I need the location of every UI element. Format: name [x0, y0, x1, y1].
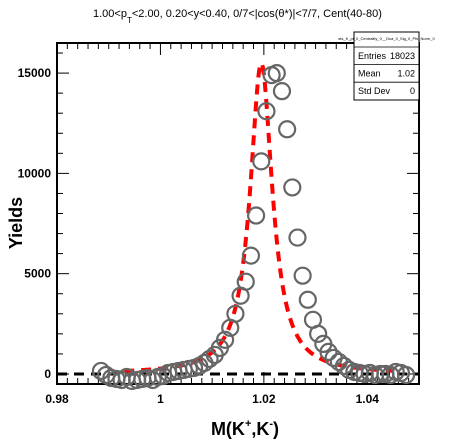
data-point: [300, 292, 316, 308]
stats-row-label: Std Dev: [358, 86, 391, 96]
data-point: [295, 268, 311, 284]
stats-box-title: sts_K_pt_0_Centrality_0__Dca_0_Sig_0_Phi…: [338, 36, 435, 41]
data-point: [269, 65, 285, 81]
x-axis-tick-labels: 0.98 1 1.02 1.04: [45, 392, 379, 406]
x-tick-label: 1: [157, 392, 164, 406]
stats-row-value: 18023: [390, 51, 415, 61]
x-tick-label: 1.04: [356, 392, 380, 406]
stats-row-label: Mean: [358, 69, 381, 79]
y-tick-label: 0: [44, 367, 51, 381]
stats-row-label: Entries: [358, 51, 387, 61]
data-point: [331, 354, 347, 370]
y-tick-label: 10000: [18, 166, 52, 180]
data-point: [284, 179, 300, 195]
stats-row-value: 1.02: [397, 69, 415, 79]
x-axis-title: M(K+,K-): [211, 418, 279, 439]
data-point: [253, 153, 269, 169]
data-point: [289, 230, 305, 246]
y-tick-label: 5000: [24, 267, 51, 281]
chart-title: 1.00<pT<2.00, 0.20<y<0.40, 0/7<|cos(θ*)|…: [93, 8, 382, 25]
data-points: [93, 65, 414, 389]
data-point: [310, 326, 326, 342]
data-point: [248, 208, 264, 224]
y-tick-label: 15000: [18, 66, 52, 80]
stats-row-value: 0: [410, 86, 415, 96]
data-point: [274, 83, 290, 99]
data-point: [279, 121, 295, 137]
y-axis-title: Yields: [6, 197, 26, 249]
x-tick-label: 0.98: [45, 392, 69, 406]
x-tick-label: 1.02: [252, 392, 276, 406]
data-point: [238, 274, 254, 290]
